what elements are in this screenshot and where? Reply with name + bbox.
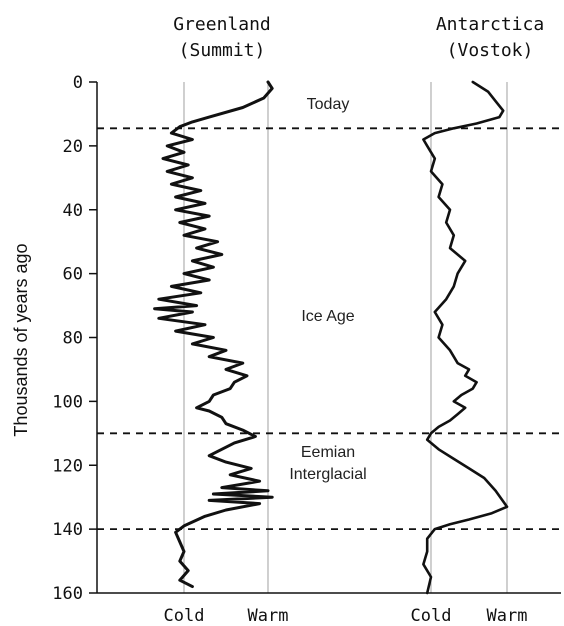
greenland-title: Greenland [173, 14, 271, 35]
antarctica-title: Antarctica [436, 14, 544, 35]
y-axis-title: Thousands of years ago [11, 243, 31, 436]
antarctica-cold-label: Cold [411, 606, 452, 626]
period-annotation: Ice Age [301, 308, 354, 325]
antarctica-series-line [422, 80, 509, 595]
reference-lines [183, 82, 508, 593]
y-tick-label: 120 [52, 456, 83, 476]
period-annotation: Interglacial [289, 466, 366, 483]
series-lines [153, 80, 509, 595]
y-tick-label: 160 [52, 584, 83, 604]
y-tick-label: 100 [52, 392, 83, 412]
y-tick-label: 80 [63, 329, 83, 349]
period-annotations: Today Ice Age Eemian Interglacial [289, 96, 366, 483]
y-tick-label: 40 [63, 201, 83, 221]
y-tick-label: 20 [63, 137, 83, 157]
greenland-warm-label: Warm [248, 606, 289, 626]
greenland-cold-label: Cold [164, 606, 205, 626]
y-axis: 0 20 40 60 80 100 120 140 160 [52, 73, 561, 604]
antarctica-subtitle: (Vostok) [447, 40, 534, 61]
y-tick-label: 0 [73, 73, 83, 93]
y-tick-label: 60 [63, 265, 83, 285]
antarctica-warm-label: Warm [487, 606, 528, 626]
period-annotation: Today [307, 96, 350, 113]
greenland-subtitle: (Summit) [179, 40, 266, 61]
greenland-series-line [153, 80, 274, 589]
y-tick-label: 140 [52, 520, 83, 540]
period-annotation: Eemian [301, 444, 355, 461]
